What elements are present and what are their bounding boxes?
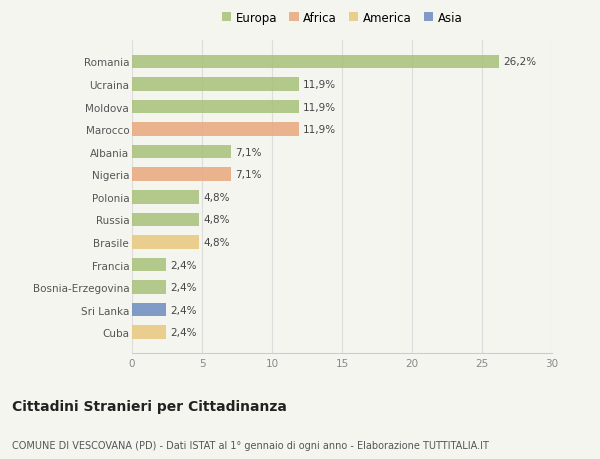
Bar	[132, 78, 299, 91]
Text: 4,8%: 4,8%	[203, 237, 230, 247]
Bar	[132, 258, 166, 272]
Bar	[132, 303, 166, 317]
Bar	[132, 190, 199, 204]
Text: 7,1%: 7,1%	[236, 170, 262, 180]
Legend: Europa, Africa, America, Asia: Europa, Africa, America, Asia	[217, 7, 467, 29]
Bar	[132, 213, 199, 227]
Text: Cittadini Stranieri per Cittadinanza: Cittadini Stranieri per Cittadinanza	[12, 399, 287, 413]
Text: 2,4%: 2,4%	[170, 282, 196, 292]
Bar	[132, 56, 499, 69]
Text: 2,4%: 2,4%	[170, 260, 196, 270]
Bar	[132, 168, 232, 182]
Text: COMUNE DI VESCOVANA (PD) - Dati ISTAT al 1° gennaio di ogni anno - Elaborazione : COMUNE DI VESCOVANA (PD) - Dati ISTAT al…	[12, 440, 489, 450]
Bar	[132, 281, 166, 294]
Bar	[132, 146, 232, 159]
Text: 2,4%: 2,4%	[170, 305, 196, 315]
Text: 7,1%: 7,1%	[236, 147, 262, 157]
Text: 11,9%: 11,9%	[303, 102, 336, 112]
Bar	[132, 101, 299, 114]
Text: 11,9%: 11,9%	[303, 80, 336, 90]
Bar	[132, 326, 166, 339]
Text: 4,8%: 4,8%	[203, 192, 230, 202]
Text: 11,9%: 11,9%	[303, 125, 336, 135]
Text: 4,8%: 4,8%	[203, 215, 230, 225]
Text: 2,4%: 2,4%	[170, 328, 196, 337]
Bar	[132, 123, 299, 137]
Bar	[132, 235, 199, 249]
Text: 26,2%: 26,2%	[503, 57, 536, 67]
